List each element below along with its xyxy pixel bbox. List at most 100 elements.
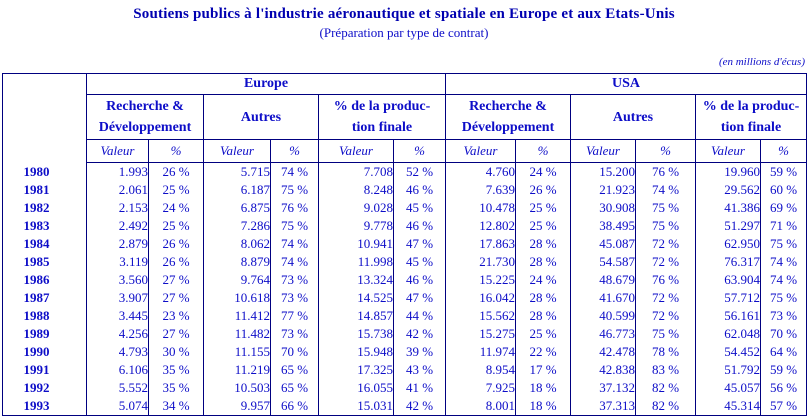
value-cell: 4.256 bbox=[86, 325, 149, 343]
group-header-usa-1: Autres bbox=[570, 94, 696, 140]
value-cell: 13.324 bbox=[318, 271, 394, 289]
table-row-1990: 1990 4.793 30 % 11.155 70 % 15.948 39 % 11.974 2… bbox=[3, 343, 807, 361]
row-year-label: 1989 bbox=[23, 326, 50, 341]
percent-cell: 73 % bbox=[759, 307, 807, 325]
percent-cell: 73 % bbox=[270, 271, 319, 289]
table-row-1991: 1991 6.106 35 % 11.219 65 % 17.325 43 % 8.954 17… bbox=[3, 361, 807, 379]
region-header-usa: USA bbox=[444, 73, 807, 95]
value-cell: 3.119 bbox=[86, 253, 149, 271]
valeur-header-usa-0: Valeur bbox=[445, 139, 516, 163]
value-cell: 8.248 bbox=[318, 181, 394, 199]
table-row-1985: 1985 3.119 26 % 8.879 74 % 11.998 45 % 21.730 28… bbox=[3, 253, 807, 271]
percent-cell: 43 % bbox=[393, 361, 446, 379]
value-cell: 11.155 bbox=[203, 343, 271, 361]
table-row-1988: 1988 3.445 23 % 11.412 77 % 14.857 44 % 15.562 2… bbox=[3, 307, 807, 325]
region-header-row: Europe USA bbox=[2, 73, 807, 163]
value-cell: 9.028 bbox=[318, 199, 394, 217]
percent-cell: 28 % bbox=[515, 307, 571, 325]
value-cell: 6.875 bbox=[203, 199, 271, 217]
value-cell: 15.275 bbox=[445, 325, 516, 343]
value-cell: 48.679 bbox=[570, 271, 636, 289]
group-header-usa-0: Recherche & Développement bbox=[445, 94, 571, 140]
percent-cell: 74 % bbox=[270, 162, 319, 181]
value-cell: 2.061 bbox=[86, 181, 149, 199]
percent-cell: 25 % bbox=[515, 325, 571, 343]
value-cell: 3.907 bbox=[86, 289, 149, 307]
value-cell: 7.286 bbox=[203, 217, 271, 235]
value-cell: 4.760 bbox=[445, 162, 516, 181]
value-cell: 17.325 bbox=[318, 361, 394, 379]
value-cell: 12.802 bbox=[445, 217, 516, 235]
value-cell: 41.386 bbox=[695, 199, 761, 217]
value-cell: 5.074 bbox=[86, 397, 149, 416]
value-cell: 63.904 bbox=[695, 271, 761, 289]
value-cell: 2.492 bbox=[86, 217, 149, 235]
percent-cell: 77 % bbox=[270, 307, 319, 325]
percent-cell: 75 % bbox=[635, 199, 696, 217]
row-year-label: 1980 bbox=[23, 163, 50, 179]
value-cell: 38.495 bbox=[570, 217, 636, 235]
value-cell: 6.106 bbox=[86, 361, 149, 379]
value-cell: 1.993 bbox=[86, 162, 149, 181]
page-title: Soutiens publics à l'industrie aéronauti… bbox=[133, 6, 675, 22]
percent-cell: 26 % bbox=[148, 253, 204, 271]
value-cell: 16.055 bbox=[318, 379, 394, 397]
percent-cell: 72 % bbox=[635, 235, 696, 253]
percent-cell: 75 % bbox=[759, 289, 807, 307]
value-cell: 10.618 bbox=[203, 289, 271, 307]
value-cell: 46.773 bbox=[570, 325, 636, 343]
value-cell: 14.857 bbox=[318, 307, 394, 325]
percent-cell: 42 % bbox=[393, 325, 446, 343]
percent-cell: 45 % bbox=[393, 253, 446, 271]
table-row-1981: 1981 2.061 25 % 6.187 75 % 8.248 46 % 7.639 26 %… bbox=[3, 181, 807, 199]
table-row-1993: 1993 5.074 34 % 9.957 66 % 15.031 42 % 8.001 18 … bbox=[3, 397, 807, 416]
value-cell: 9.778 bbox=[318, 217, 394, 235]
percent-cell: 76 % bbox=[635, 162, 696, 181]
percent-cell: 24 % bbox=[515, 271, 571, 289]
percent-cell: 82 % bbox=[635, 379, 696, 397]
table-row-1984: 1984 2.879 26 % 8.062 74 % 10.941 47 % 17.863 28… bbox=[3, 235, 807, 253]
value-cell: 4.793 bbox=[86, 343, 149, 361]
table-row-1980: 1980 1.993 26 % 5.715 74 % 7.708 52 % 4.760 24 %… bbox=[3, 162, 807, 181]
value-cell: 30.908 bbox=[570, 199, 636, 217]
percent-cell: 74 % bbox=[270, 235, 319, 253]
value-cell: 11.974 bbox=[445, 343, 516, 361]
percent-cell: 75 % bbox=[270, 217, 319, 235]
value-cell: 16.042 bbox=[445, 289, 516, 307]
percent-cell: 27 % bbox=[148, 325, 204, 343]
percent-cell: 39 % bbox=[393, 343, 446, 361]
row-year-label: 1991 bbox=[23, 362, 50, 377]
row-year-label: 1992 bbox=[23, 380, 50, 395]
value-cell: 42.478 bbox=[570, 343, 636, 361]
percent-cell: 74 % bbox=[759, 271, 807, 289]
percent-cell: 74 % bbox=[270, 253, 319, 271]
data-table: Europe USA Recherche & Développement Autre… bbox=[2, 73, 808, 416]
value-cell: 5.715 bbox=[203, 162, 271, 181]
row-year-label: 1987 bbox=[23, 290, 50, 305]
percent-cell: 75 % bbox=[759, 235, 807, 253]
value-cell: 62.950 bbox=[695, 235, 761, 253]
value-cell: 45.314 bbox=[695, 397, 761, 416]
value-cell: 10.478 bbox=[445, 199, 516, 217]
percent-header-usa-1: % bbox=[635, 139, 696, 163]
row-year-label: 1986 bbox=[23, 272, 50, 287]
percent-cell: 28 % bbox=[515, 289, 571, 307]
value-cell: 6.187 bbox=[203, 181, 271, 199]
percent-cell: 82 % bbox=[635, 397, 696, 416]
row-year-label: 1993 bbox=[23, 398, 50, 413]
value-cell: 9.764 bbox=[203, 271, 271, 289]
percent-cell: 24 % bbox=[148, 199, 204, 217]
percent-cell: 23 % bbox=[148, 307, 204, 325]
group-header-usa-2: % de la produc-tion finale bbox=[694, 94, 807, 140]
value-cell: 15.200 bbox=[570, 162, 636, 181]
percent-header-usa-2: % bbox=[759, 139, 807, 163]
value-cell: 51.792 bbox=[695, 361, 761, 379]
percent-cell: 46 % bbox=[393, 181, 446, 199]
table-body: 1980 1.993 26 % 5.715 74 % 7.708 52 % 4.760 24 %… bbox=[3, 162, 807, 416]
value-cell: 37.313 bbox=[570, 397, 636, 416]
group-header-europe-0: Recherche & Développement bbox=[86, 94, 204, 140]
value-cell: 37.132 bbox=[570, 379, 636, 397]
value-cell: 19.960 bbox=[695, 162, 761, 181]
table-row-1987: 1987 3.907 27 % 10.618 73 % 14.525 47 % 16.042 2… bbox=[3, 289, 807, 307]
sub-header-row: Valeur% Valeur% Valeur% Valeur% Valeur% Valeu… bbox=[3, 139, 807, 163]
